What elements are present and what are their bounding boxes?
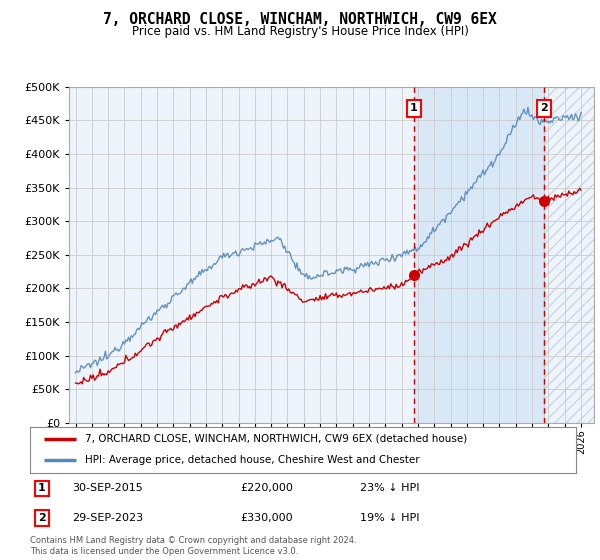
Text: 23% ↓ HPI: 23% ↓ HPI — [360, 483, 419, 493]
Bar — [414, 87, 544, 423]
Text: 7, ORCHARD CLOSE, WINCHAM, NORTHWICH, CW9 6EX: 7, ORCHARD CLOSE, WINCHAM, NORTHWICH, CW… — [103, 12, 497, 27]
Text: 1: 1 — [410, 103, 418, 113]
Text: 2: 2 — [541, 103, 548, 113]
Text: £220,000: £220,000 — [240, 483, 293, 493]
Text: 2: 2 — [38, 513, 46, 523]
Text: 29-SEP-2023: 29-SEP-2023 — [72, 513, 143, 523]
Text: 19% ↓ HPI: 19% ↓ HPI — [360, 513, 419, 523]
Text: Contains HM Land Registry data © Crown copyright and database right 2024.
This d: Contains HM Land Registry data © Crown c… — [30, 536, 356, 556]
Text: 7, ORCHARD CLOSE, WINCHAM, NORTHWICH, CW9 6EX (detached house): 7, ORCHARD CLOSE, WINCHAM, NORTHWICH, CW… — [85, 434, 467, 444]
Text: 30-SEP-2015: 30-SEP-2015 — [72, 483, 143, 493]
Text: £330,000: £330,000 — [240, 513, 293, 523]
Text: 1: 1 — [38, 483, 46, 493]
Text: HPI: Average price, detached house, Cheshire West and Chester: HPI: Average price, detached house, Ches… — [85, 455, 419, 465]
Bar — [544, 87, 597, 423]
Text: Price paid vs. HM Land Registry's House Price Index (HPI): Price paid vs. HM Land Registry's House … — [131, 25, 469, 38]
Bar — [544, 87, 597, 423]
